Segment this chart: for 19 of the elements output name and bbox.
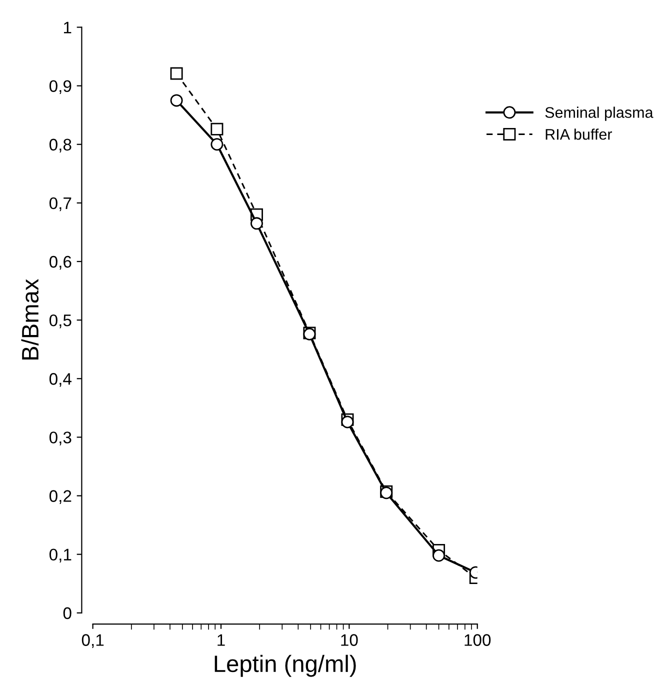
y-tick-label: 0,7 [49,197,72,212]
x-tick-label: 100 [464,634,491,646]
legend-label: RIA buffer [546,128,612,140]
x-tick-label: 10 [341,634,358,646]
y-tick-label: 0 [63,607,72,620]
y-axis-title: B/Bmax [21,278,39,360]
x-tick-label: 1 [218,634,225,646]
y-tick-label: 0,1 [49,548,72,563]
y-tick-label: 0,2 [49,490,72,504]
y-tick-label: 0,6 [49,256,72,270]
y-tick-label: 0,9 [49,80,72,94]
y-tick-label: 0,5 [49,314,72,328]
y-tick-label: 0,8 [49,138,72,153]
y-tick-label: 0,4 [49,373,72,387]
x-tick-label: 0,1 [82,634,104,648]
legend-label: Seminal plasma [545,106,654,121]
x-axis-title: Leptin (ng/ml) [214,654,356,677]
y-tick-label: 1 [64,22,72,34]
y-tick-label: 0,3 [49,432,72,446]
